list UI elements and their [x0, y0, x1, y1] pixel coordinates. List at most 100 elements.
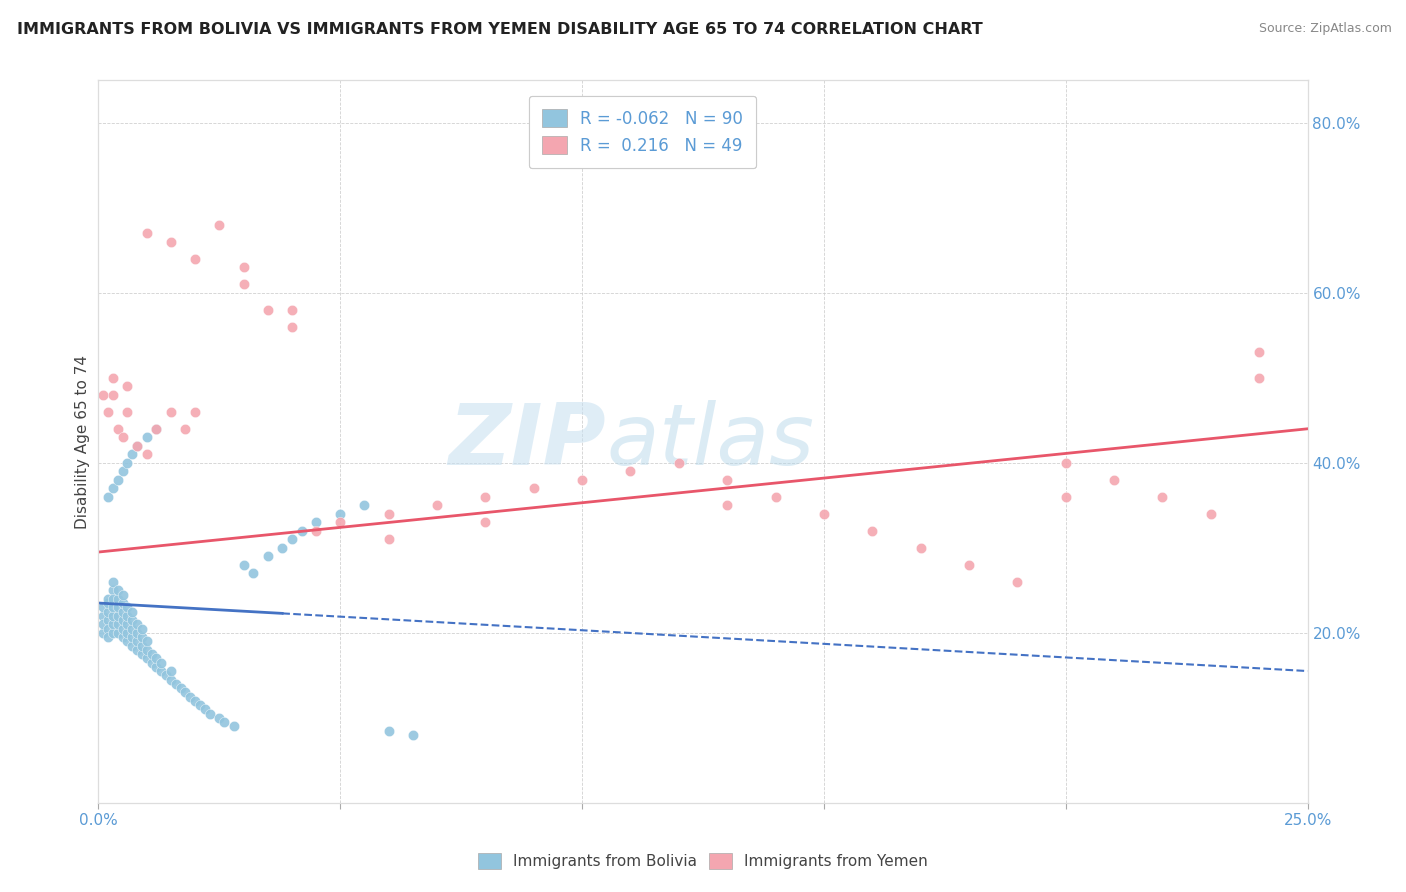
- Point: [765, 490, 787, 504]
- Point: [402, 728, 425, 742]
- Point: [145, 651, 167, 665]
- Point: [150, 664, 173, 678]
- Point: [121, 630, 143, 644]
- Point: [860, 524, 883, 538]
- Point: [184, 405, 207, 419]
- Point: [160, 405, 183, 419]
- Point: [160, 235, 183, 249]
- Point: [97, 490, 120, 504]
- Point: [107, 583, 129, 598]
- Point: [281, 533, 304, 547]
- Point: [97, 596, 120, 610]
- Point: [127, 634, 149, 648]
- Point: [121, 447, 143, 461]
- Point: [107, 608, 129, 623]
- Point: [174, 422, 197, 436]
- Point: [97, 605, 120, 619]
- Point: [135, 447, 157, 461]
- Text: IMMIGRANTS FROM BOLIVIA VS IMMIGRANTS FROM YEMEN DISABILITY AGE 65 TO 74 CORRELA: IMMIGRANTS FROM BOLIVIA VS IMMIGRANTS FR…: [17, 22, 983, 37]
- Point: [668, 456, 690, 470]
- Point: [117, 634, 139, 648]
- Point: [131, 639, 153, 653]
- Text: atlas: atlas: [606, 400, 814, 483]
- Point: [188, 698, 211, 712]
- Point: [179, 690, 201, 704]
- Point: [127, 439, 149, 453]
- Point: [135, 430, 157, 444]
- Point: [716, 498, 738, 512]
- Point: [474, 516, 496, 530]
- Point: [271, 541, 294, 555]
- Point: [117, 608, 139, 623]
- Point: [121, 622, 143, 636]
- Point: [101, 617, 124, 632]
- Point: [145, 660, 167, 674]
- Point: [1199, 507, 1222, 521]
- Point: [145, 422, 167, 436]
- Point: [212, 714, 235, 729]
- Point: [101, 583, 124, 598]
- Point: [101, 600, 124, 615]
- Point: [184, 694, 207, 708]
- Point: [160, 664, 183, 678]
- Point: [101, 608, 124, 623]
- Point: [127, 617, 149, 632]
- Point: [135, 227, 157, 241]
- Point: [169, 681, 191, 695]
- Point: [101, 591, 124, 606]
- Point: [957, 558, 980, 572]
- Point: [1054, 490, 1077, 504]
- Point: [107, 591, 129, 606]
- Point: [232, 558, 254, 572]
- Point: [145, 422, 167, 436]
- Point: [107, 422, 129, 436]
- Legend: R = -0.062   N = 90, R =  0.216   N = 49: R = -0.062 N = 90, R = 0.216 N = 49: [529, 95, 756, 169]
- Point: [281, 302, 304, 317]
- Point: [1249, 345, 1271, 359]
- Point: [160, 673, 183, 687]
- Point: [716, 473, 738, 487]
- Point: [281, 319, 304, 334]
- Point: [155, 668, 177, 682]
- Point: [256, 549, 278, 564]
- Point: [101, 388, 124, 402]
- Point: [117, 405, 139, 419]
- Point: [91, 388, 114, 402]
- Point: [329, 516, 352, 530]
- Point: [121, 639, 143, 653]
- Point: [97, 591, 120, 606]
- Point: [150, 656, 173, 670]
- Point: [117, 456, 139, 470]
- Point: [619, 464, 641, 478]
- Point: [97, 405, 120, 419]
- Point: [91, 600, 114, 615]
- Point: [111, 464, 134, 478]
- Point: [1152, 490, 1174, 504]
- Point: [1054, 456, 1077, 470]
- Point: [135, 651, 157, 665]
- Point: [121, 605, 143, 619]
- Point: [523, 481, 546, 495]
- Point: [131, 630, 153, 644]
- Point: [97, 630, 120, 644]
- Point: [377, 723, 399, 738]
- Legend: Immigrants from Bolivia, Immigrants from Yemen: Immigrants from Bolivia, Immigrants from…: [472, 847, 934, 875]
- Point: [474, 490, 496, 504]
- Y-axis label: Disability Age 65 to 74: Disability Age 65 to 74: [75, 354, 90, 529]
- Point: [242, 566, 264, 581]
- Point: [305, 516, 328, 530]
- Point: [135, 634, 157, 648]
- Point: [121, 613, 143, 627]
- Point: [329, 507, 352, 521]
- Point: [127, 439, 149, 453]
- Point: [377, 533, 399, 547]
- Point: [101, 371, 124, 385]
- Point: [813, 507, 835, 521]
- Point: [208, 711, 231, 725]
- Point: [165, 677, 187, 691]
- Point: [111, 613, 134, 627]
- Point: [107, 600, 129, 615]
- Point: [101, 481, 124, 495]
- Point: [131, 622, 153, 636]
- Point: [208, 218, 231, 232]
